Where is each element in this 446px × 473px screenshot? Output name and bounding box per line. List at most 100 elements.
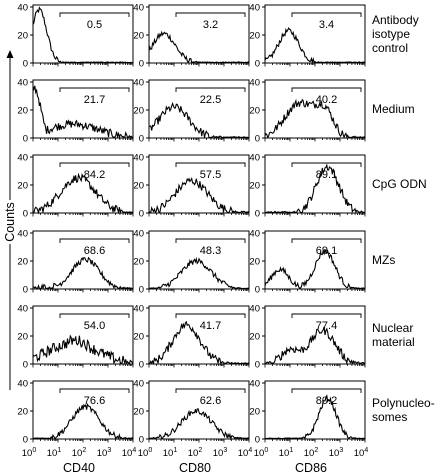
- x-tick-label: 100: [138, 447, 153, 459]
- histogram-trace: [149, 101, 250, 139]
- x-tick-label: 103: [97, 447, 112, 459]
- y-tick-label: 40: [17, 303, 28, 314]
- row-label: Polynucleo-somes: [372, 396, 435, 424]
- histogram-panel: 0 20 40 69.1: [249, 228, 366, 295]
- y-tick-label: 0: [255, 434, 260, 445]
- x-tick-label: 102: [72, 447, 87, 459]
- y-tick-label: 20: [133, 30, 144, 41]
- histogram-panel: 0 20 40 57.5: [133, 152, 250, 219]
- x-tick-label: 104: [354, 447, 369, 459]
- y-tick-label: 40: [249, 378, 260, 389]
- y-tick-label: 0: [23, 359, 28, 370]
- histogram-trace: [33, 403, 134, 440]
- gate-percent-label: 48.3: [200, 245, 221, 257]
- histogram-panel: 0 20 40 89.1: [249, 152, 366, 219]
- y-tick-label: 20: [249, 331, 260, 342]
- y-tick-label: 20: [17, 30, 28, 41]
- gate-percent-label: 40.2: [316, 94, 337, 106]
- y-tick-label: 40: [249, 303, 260, 314]
- histogram-panel: 0 20 40 21.7: [17, 77, 134, 144]
- y-tick-label: 40: [133, 152, 144, 163]
- gate-percent-label: 3.4: [319, 19, 334, 31]
- y-tick-label: 0: [255, 359, 260, 370]
- gate-percent-label: 76.6: [84, 395, 105, 407]
- y-tick-label: 20: [17, 406, 28, 417]
- row-label: Medium: [372, 102, 415, 116]
- gate-marker: [59, 238, 130, 243]
- y-axis-label: Counts: [3, 202, 17, 242]
- gate-percent-label: 0.5: [87, 19, 102, 31]
- y-tick-label: 20: [17, 331, 28, 342]
- panel-frame: [32, 380, 134, 440]
- row-label-line: MZs: [372, 253, 395, 267]
- y-tick-label: 0: [139, 133, 144, 144]
- y-tick-label: 40: [249, 152, 260, 163]
- x-tick-label: 100: [22, 447, 37, 459]
- histogram-panel: 0 20 40 3.4: [249, 2, 366, 69]
- y-tick-label: 40: [133, 303, 144, 314]
- y-tick-label: 40: [17, 2, 28, 13]
- y-tick-label: 20: [133, 331, 144, 342]
- histogram-trace: [264, 98, 366, 139]
- panel-frame: [264, 305, 366, 365]
- histogram-trace: [32, 6, 133, 64]
- panel-frame: [148, 305, 250, 365]
- panel-frame: [264, 380, 366, 440]
- row-label-line: control: [372, 41, 408, 55]
- gate-marker: [175, 162, 246, 167]
- gate-percent-label: 54.0: [84, 320, 105, 332]
- counts-axis-arrow-head: [6, 50, 14, 58]
- y-tick-label: 0: [255, 284, 260, 295]
- y-tick-label: 40: [17, 378, 28, 389]
- row-label: MZs: [372, 253, 395, 267]
- y-tick-label: 40: [17, 228, 28, 239]
- gate-marker: [59, 87, 130, 92]
- y-tick-label: 20: [17, 180, 28, 191]
- row-label-line: Medium: [372, 102, 415, 116]
- histogram-trace: [32, 172, 133, 215]
- x-tick-label: 101: [279, 447, 294, 459]
- row-label-line: Antibody: [372, 13, 419, 27]
- gate-percent-label: 84.2: [84, 169, 105, 181]
- x-tick-label: 102: [304, 447, 319, 459]
- y-tick-label: 20: [133, 406, 144, 417]
- gate-marker: [59, 162, 130, 167]
- x-axis-marker-label: CD80: [179, 461, 211, 473]
- histogram-trace: [264, 326, 366, 366]
- y-tick-label: 0: [139, 208, 144, 219]
- histogram-panel: 0 20 40 80.2: [249, 378, 366, 445]
- gate-marker: [59, 313, 130, 318]
- gate-marker: [291, 388, 362, 393]
- gate-percent-label: 62.6: [200, 395, 221, 407]
- gate-marker: [291, 162, 362, 167]
- y-tick-label: 0: [23, 284, 28, 295]
- gate-marker: [291, 87, 362, 92]
- y-tick-label: 0: [139, 359, 144, 370]
- x-tick-label: 103: [329, 447, 344, 459]
- x-tick-label: 104: [238, 447, 253, 459]
- gate-percent-label: 57.5: [200, 169, 221, 181]
- histogram-panel: 0 20 40 40.2: [249, 77, 366, 144]
- histogram-panel: 0 20 40 41.7: [133, 303, 250, 370]
- y-tick-label: 40: [17, 77, 28, 88]
- y-tick-label: 40: [249, 2, 260, 13]
- panel-frame: [32, 305, 134, 365]
- gate-percent-label: 80.2: [316, 395, 337, 407]
- histogram-panel: 0 20 40 62.6: [133, 378, 250, 445]
- y-tick-label: 20: [249, 30, 260, 41]
- gate-percent-label: 89.1: [316, 169, 337, 181]
- row-label-line: isotype: [372, 27, 410, 41]
- gate-marker: [175, 12, 246, 17]
- gate-marker: [291, 238, 362, 243]
- y-tick-label: 40: [249, 228, 260, 239]
- y-tick-label: 20: [133, 180, 144, 191]
- gate-percent-label: 21.7: [84, 94, 105, 106]
- row-label-line: Polynucleo-: [372, 396, 435, 410]
- y-tick-label: 40: [249, 77, 260, 88]
- y-tick-label: 40: [133, 228, 144, 239]
- panel-frame: [32, 4, 134, 64]
- counts-label-bg: [3, 200, 17, 244]
- histogram-panel: 0 20 40 76.6: [17, 378, 134, 445]
